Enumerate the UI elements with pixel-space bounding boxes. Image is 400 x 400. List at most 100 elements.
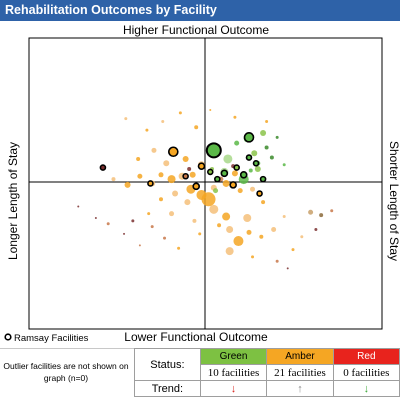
facility-point-46 [124, 117, 128, 121]
facility-point-31 [314, 228, 318, 232]
ramsay-facility-point-12 [256, 190, 263, 197]
trend-arrow-red: ↓ [332, 380, 400, 397]
axis-label-top: Higher Functional Outcome [123, 23, 269, 37]
ramsay-facility-point-9 [252, 159, 260, 167]
axis-label-right: Shorter Length of Stay [387, 141, 400, 261]
ramsay-facility-point-4 [99, 164, 107, 171]
facility-point-24 [225, 247, 234, 256]
facility-point-39 [233, 115, 237, 119]
facility-point-69 [131, 219, 135, 223]
facility-point-25 [246, 229, 252, 235]
ramsay-facility-point-13 [245, 154, 253, 161]
ramsay-facility-point-3 [168, 146, 179, 158]
facility-point-68 [150, 225, 154, 229]
ramsay-facility-point-10 [192, 182, 200, 191]
facility-point-29 [319, 213, 324, 218]
facility-point-19 [209, 204, 219, 214]
status-header-red: Red [332, 348, 400, 365]
facility-point-56 [137, 173, 143, 179]
facility-point-80 [213, 188, 219, 194]
facility-point-54 [158, 172, 164, 178]
facility-point-11 [269, 155, 274, 160]
facility-point-57 [124, 181, 131, 188]
ramsay-facility-point-1 [205, 142, 222, 159]
ramsay-facility-point-2 [243, 132, 255, 143]
facility-point-53 [167, 175, 176, 184]
status-table: Status: Green Amber Red 10 facilities 21… [134, 348, 400, 397]
status-header-green: Green [199, 348, 268, 365]
facility-point-2 [223, 154, 233, 164]
trend-arrow-amber: ↑ [266, 380, 334, 397]
ramsay-facility-point-7 [220, 169, 229, 178]
facility-point-51 [189, 171, 196, 178]
facility-point-67 [147, 212, 151, 216]
facility-point-78 [192, 218, 197, 223]
facility-point-79 [198, 232, 202, 236]
facility-point-60 [136, 156, 141, 161]
facility-point-70 [163, 236, 167, 240]
facility-point-72 [123, 232, 126, 235]
status-header-amber: Amber [266, 348, 334, 365]
status-label: Status: [134, 348, 201, 381]
facility-point-64 [172, 190, 179, 197]
facility-point-66 [169, 211, 175, 217]
facility-point-4 [260, 130, 267, 137]
ramsay-facility-point-14 [259, 175, 267, 183]
title-bar: Rehabilitation Outcomes by Facility [0, 0, 400, 21]
facility-point-74 [94, 217, 97, 219]
facility-point-5 [251, 150, 258, 157]
facility-point-35 [251, 255, 255, 259]
page-title: Rehabilitation Outcomes by Facility [5, 3, 217, 17]
ramsay-facility-point-6 [206, 168, 214, 176]
facility-point-28 [308, 209, 314, 215]
facility-point-41 [209, 109, 212, 111]
axis-label-left: Longer Length of Stay [6, 142, 20, 260]
facility-point-42 [194, 125, 199, 130]
facility-point-88 [282, 215, 286, 219]
facility-point-87 [217, 223, 222, 228]
facility-point-62 [196, 189, 207, 200]
facility-point-22 [226, 226, 234, 234]
ramsay-facility-point-15 [147, 180, 154, 187]
facility-point-43 [178, 111, 182, 115]
ramsay-facility-point-16 [182, 172, 189, 180]
facility-point-16 [250, 186, 256, 192]
ramsay-points-layer [99, 132, 267, 197]
facility-point-21 [243, 214, 252, 222]
scatter-chart: Higher Functional Outcome Lower Function… [4, 23, 400, 344]
facility-point-38 [275, 135, 279, 139]
facility-point-40 [265, 120, 269, 124]
facility-point-48 [163, 160, 170, 167]
facility-point-15 [237, 188, 243, 194]
ramsay-facility-point-11 [229, 181, 237, 189]
legend-label: Ramsay Facilities [14, 333, 89, 344]
facility-point-26 [259, 234, 264, 239]
facility-point-73 [106, 222, 110, 226]
facility-point-13 [231, 170, 238, 177]
facility-point-36 [300, 235, 304, 239]
facility-point-27 [271, 227, 277, 233]
facility-point-63 [184, 199, 191, 206]
facility-point-33 [275, 259, 279, 263]
facility-point-85 [187, 167, 192, 172]
facility-point-23 [233, 236, 244, 247]
facility-point-6 [254, 166, 261, 173]
facility-point-58 [111, 177, 116, 182]
facility-point-10 [264, 145, 269, 150]
ramsay-facility-point-5 [197, 162, 206, 170]
facility-point-9 [234, 140, 240, 146]
facility-point-14 [222, 179, 230, 187]
facility-point-37 [282, 163, 286, 167]
facility-point-34 [286, 267, 289, 270]
outlier-note: Outlier facilities are not shown on grap… [3, 361, 129, 383]
facility-point-75 [77, 205, 80, 208]
facility-point-84 [248, 168, 253, 173]
facility-point-65 [159, 197, 163, 202]
facility-point-86 [261, 200, 266, 205]
ramsay-facility-point-17 [214, 175, 221, 183]
chart-area: Higher Functional Outcome Lower Function… [0, 21, 400, 349]
trend-arrow-green: ↓ [199, 380, 268, 397]
facility-point-32 [291, 248, 295, 252]
facility-point-44 [161, 120, 165, 124]
facility-point-59 [151, 147, 157, 153]
